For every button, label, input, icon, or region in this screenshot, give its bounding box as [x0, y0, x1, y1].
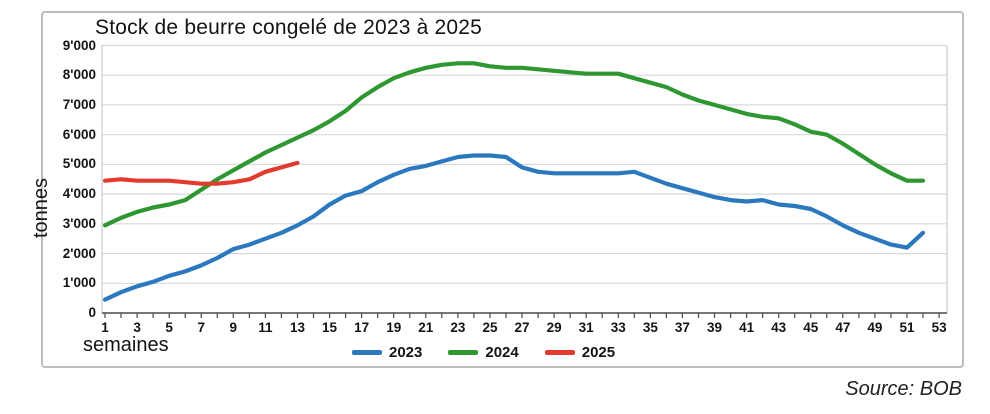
x-tick-label: 3 — [133, 320, 141, 335]
x-tick-label: 27 — [514, 320, 530, 335]
x-axis-title: semaines — [83, 334, 169, 356]
x-tick-label: 1 — [101, 320, 109, 335]
legend-item-2024: 2024 — [448, 344, 519, 361]
y-tick-label: 1'000 — [62, 275, 96, 291]
y-tick-label: 9'000 — [62, 37, 96, 53]
legend: 2023 2024 2025 — [352, 344, 615, 361]
x-tick-label: 37 — [674, 320, 690, 335]
x-tick-label: 39 — [707, 320, 723, 335]
y-tick-label: 8'000 — [62, 67, 96, 83]
x-tick-label: 9 — [229, 320, 238, 335]
x-tick-label: 41 — [739, 320, 755, 335]
legend-item-2023: 2023 — [352, 344, 422, 361]
x-tick-label: 17 — [354, 320, 370, 335]
series-line-2024 — [102, 61, 926, 228]
x-tick-label: 35 — [642, 320, 658, 335]
x-tick-label: 15 — [322, 320, 338, 335]
x-tick-label: 53 — [931, 320, 947, 335]
y-tick-label: 5'000 — [62, 156, 96, 172]
y-tick-label: 6'000 — [62, 126, 96, 142]
legend-swatch-2025 — [544, 350, 575, 355]
source-note: Source: BOB — [845, 378, 962, 400]
y-tick-label: 4'000 — [62, 186, 96, 202]
x-tick-label: 33 — [610, 320, 626, 335]
x-tick-label: 19 — [386, 320, 402, 335]
y-tick-label: 7'000 — [62, 96, 96, 112]
x-tick-label: 51 — [899, 320, 915, 335]
series-line-2025 — [102, 160, 300, 186]
legend-swatch-2024 — [448, 350, 479, 355]
chart-frame — [41, 11, 964, 368]
x-tick-label: 31 — [578, 320, 594, 335]
x-tick-label: 13 — [289, 320, 305, 335]
legend-label-2025: 2025 — [581, 344, 616, 361]
x-tick-label: 21 — [418, 320, 434, 335]
legend-swatch-2023 — [352, 350, 382, 355]
y-tick-label: 0 — [88, 305, 96, 320]
legend-label-2023: 2023 — [389, 344, 423, 361]
y-tick-label: 2'000 — [62, 245, 96, 261]
x-tick-label: 47 — [835, 320, 851, 335]
series-line-2023 — [102, 153, 926, 302]
x-tick-label: 49 — [867, 320, 883, 335]
chart-title: Stock de beurre congelé de 2023 à 2025 — [95, 16, 483, 39]
legend-item-2025: 2025 — [544, 344, 616, 361]
x-tick-label: 5 — [165, 320, 173, 335]
x-tick-label: 7 — [197, 320, 205, 335]
legend-label-2024: 2024 — [485, 344, 519, 361]
x-tick-label: 11 — [258, 320, 273, 335]
x-tick-label: 25 — [482, 320, 498, 335]
x-tick-label: 45 — [803, 320, 819, 335]
x-tick-label: 23 — [450, 320, 466, 335]
y-tick-label: 3'000 — [62, 215, 96, 231]
x-tick-label: 29 — [546, 320, 562, 335]
x-tick-label: 43 — [771, 320, 787, 335]
